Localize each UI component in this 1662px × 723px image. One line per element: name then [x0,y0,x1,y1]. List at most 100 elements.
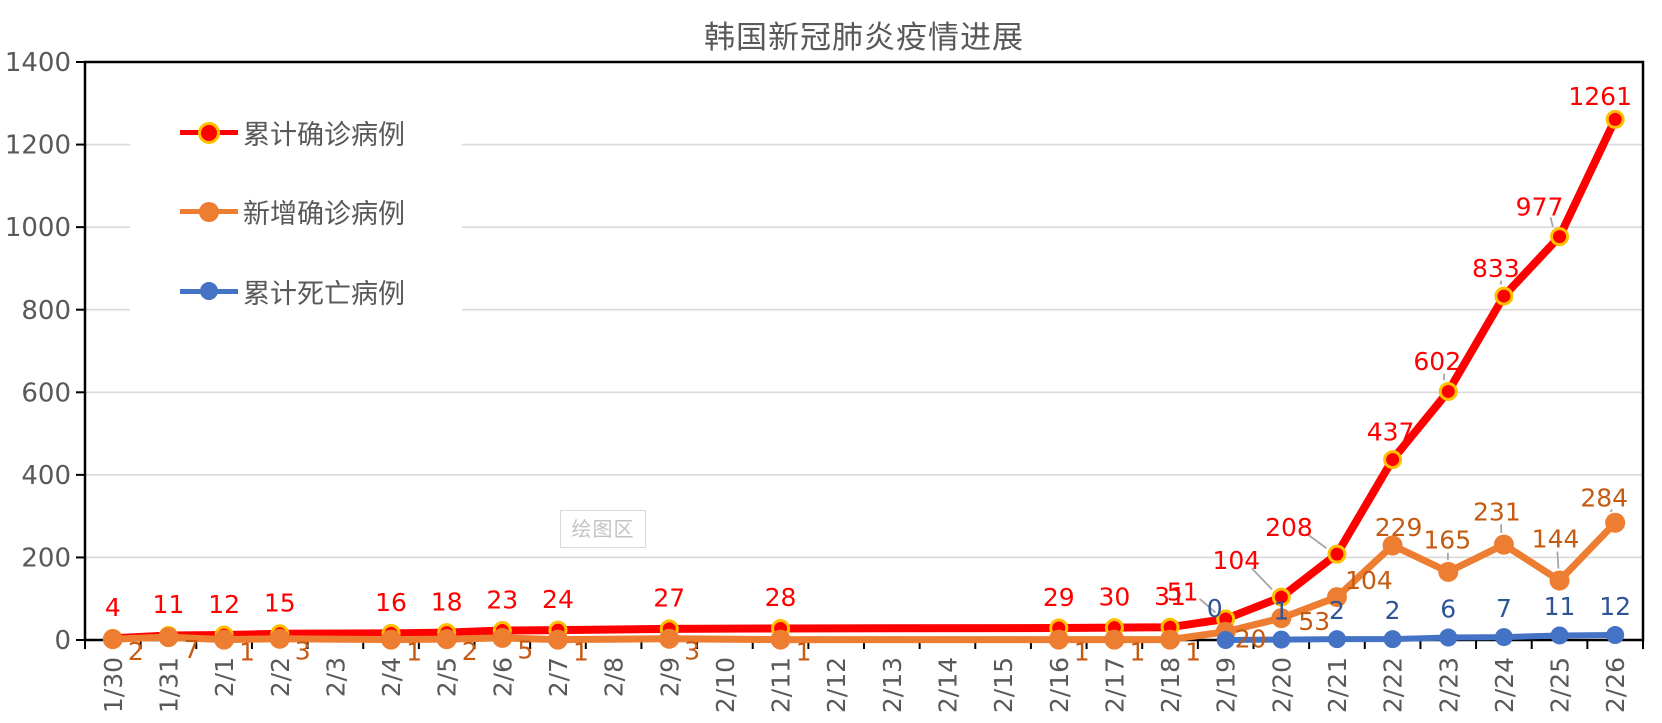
data-label-cumulative-deaths: 2 [1329,596,1345,625]
y-axis-tick-label: 1200 [5,131,71,161]
data-point-cumulative-confirmed[interactable] [1550,227,1570,247]
data-label-new-confirmed: 1 [406,637,422,666]
data-label-new-confirmed: 5 [517,636,533,665]
x-axis-tick-label: 2/25 [1546,657,1575,713]
data-point-new-confirmed[interactable] [1605,512,1626,533]
x-axis-tick-label: 2/13 [878,657,907,713]
x-axis-tick-label: 2/7 [544,657,573,697]
data-point-cumulative-confirmed[interactable] [1605,109,1625,129]
data-label-new-confirmed: 53 [1298,607,1330,636]
data-point-new-confirmed[interactable] [1048,629,1069,650]
data-label-new-confirmed: 1 [573,637,589,666]
data-point-new-confirmed[interactable] [1382,535,1403,556]
x-axis-tick-label: 2/16 [1045,657,1074,713]
label-leader-line [1305,532,1328,549]
data-point-cumulative-confirmed[interactable] [1327,544,1347,564]
data-label-cumulative-confirmed: 1261 [1568,82,1632,111]
data-point-new-confirmed[interactable] [1104,629,1125,650]
data-label-cumulative-confirmed: 27 [653,584,685,613]
data-label-cumulative-deaths: 11 [1544,592,1576,621]
data-label-cumulative-deaths: 0 [1207,594,1223,623]
data-point-cumulative-confirmed[interactable] [1383,450,1403,470]
data-point-new-confirmed[interactable] [1326,587,1347,608]
data-point-cumulative-deaths[interactable] [1272,630,1291,649]
legend-item-cumulative-deaths[interactable]: 累计死亡病例 [180,273,462,310]
series-line-cumulative-deaths[interactable] [1222,632,1619,643]
data-label-cumulative-confirmed: 602 [1413,347,1461,376]
x-axis-tick-label: 2/20 [1267,657,1296,713]
data-label-cumulative-confirmed: 29 [1043,583,1075,612]
data-point-cumulative-deaths[interactable] [1383,630,1402,649]
data-point-cumulative-deaths[interactable] [1327,630,1346,649]
x-axis-tick-label: 2/4 [377,657,406,697]
label-leader-line [1251,567,1273,591]
label-leader-line [1609,509,1613,513]
data-label-new-confirmed: 1 [1129,637,1145,666]
data-point-new-confirmed[interactable] [1271,608,1292,629]
data-point-new-confirmed[interactable] [381,629,402,650]
data-point-cumulative-confirmed[interactable] [1438,381,1458,401]
data-label-new-confirmed: 2 [462,637,478,666]
legend-item-cumulative-confirmed[interactable]: 累计确诊病例 [180,115,462,151]
data-point-cumulative-deaths[interactable] [1439,628,1458,647]
data-point-new-confirmed[interactable] [1160,629,1181,650]
x-axis-tick-label: 2/15 [989,657,1018,713]
x-axis-tick-label: 2/26 [1601,657,1630,713]
data-label-new-confirmed: 1 [239,637,255,666]
y-axis-tick-label: 400 [21,461,71,491]
data-point-cumulative-deaths[interactable] [1606,626,1625,645]
x-axis-tick-label: 2/23 [1434,657,1463,713]
data-label-cumulative-confirmed: 31 [1154,582,1186,611]
data-label-cumulative-confirmed: 30 [1098,582,1130,611]
data-label-cumulative-deaths: 6 [1440,594,1456,623]
data-point-new-confirmed[interactable] [1493,534,1514,555]
data-point-new-confirmed[interactable] [158,627,179,648]
data-label-cumulative-confirmed: 437 [1367,417,1415,446]
data-point-cumulative-confirmed[interactable] [1494,286,1514,306]
data-label-cumulative-confirmed: 24 [542,585,574,614]
data-point-new-confirmed[interactable] [770,629,791,650]
data-point-new-confirmed[interactable] [214,629,235,650]
data-label-cumulative-deaths: 2 [1385,596,1401,625]
x-axis-tick-label: 2/17 [1100,657,1129,713]
data-point-new-confirmed[interactable] [492,627,513,648]
data-point-cumulative-deaths[interactable] [1216,631,1235,649]
legend-item-new-confirmed[interactable]: 新增确诊病例 [180,194,462,230]
x-axis-tick-label: 1/30 [99,657,128,713]
y-axis-tick-label: 600 [21,378,71,408]
data-label-new-confirmed: 104 [1345,566,1393,595]
x-axis-tick-label: 2/9 [655,657,684,697]
data-point-cumulative-deaths[interactable] [1550,626,1569,645]
data-label-cumulative-confirmed: 833 [1472,254,1520,283]
data-point-new-confirmed[interactable] [547,629,568,650]
x-axis-tick-label: 2/1 [210,657,239,697]
data-point-new-confirmed[interactable] [659,628,680,649]
data-point-new-confirmed[interactable] [1438,561,1459,582]
x-axis-tick-label: 2/6 [488,657,517,697]
label-leader-line [1499,280,1503,285]
x-axis-tick-label: 2/21 [1323,657,1352,713]
legend-label: 累计确诊病例 [243,120,405,152]
data-label-cumulative-confirmed: 15 [264,589,296,618]
data-point-new-confirmed[interactable] [102,629,123,650]
data-point-cumulative-confirmed[interactable] [1271,587,1291,607]
data-point-new-confirmed[interactable] [1549,570,1570,591]
x-axis-tick-label: 2/2 [266,657,295,697]
x-axis-tick-label: 2/22 [1379,657,1408,713]
data-label-new-confirmed: 3 [684,637,700,666]
data-label-new-confirmed: 7 [184,635,200,664]
label-leader-line [1549,217,1554,227]
legend: 累计确诊病例 新增确诊病例 累计死亡病例 [130,93,462,331]
y-axis-tick-label: 0 [54,626,71,656]
data-label-new-confirmed: 20 [1235,624,1267,653]
data-point-new-confirmed[interactable] [436,629,457,650]
x-axis-tick-label: 2/24 [1490,657,1519,713]
data-point-new-confirmed[interactable] [269,628,290,649]
y-axis-tick-label: 1400 [5,48,71,78]
data-label-cumulative-confirmed: 51 [1167,578,1199,607]
x-axis-tick-label: 2/12 [822,657,851,713]
legend-label: 累计死亡病例 [243,278,405,310]
data-label-new-confirmed: 144 [1532,524,1580,553]
data-point-cumulative-deaths[interactable] [1494,628,1513,647]
